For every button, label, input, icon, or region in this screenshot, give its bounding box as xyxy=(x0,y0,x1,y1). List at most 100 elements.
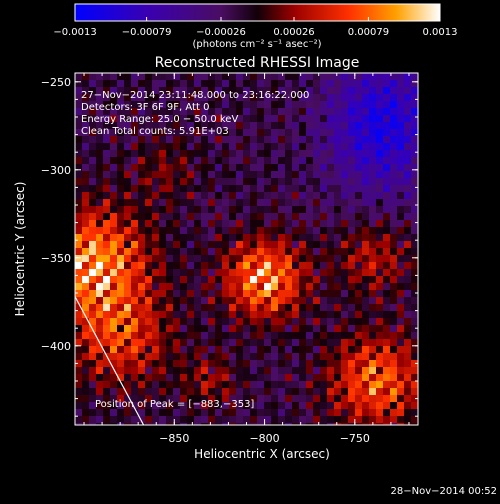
heatmap-cell xyxy=(96,388,103,395)
heatmap-cell xyxy=(180,374,187,381)
heatmap-cell xyxy=(215,311,222,318)
heatmap-cell xyxy=(299,360,306,367)
heatmap-cell xyxy=(229,164,236,171)
heatmap-cell xyxy=(327,129,334,136)
heatmap-cell xyxy=(138,332,145,339)
heatmap-cell xyxy=(306,122,313,129)
heatmap-cell xyxy=(222,332,229,339)
heatmap-cell xyxy=(166,290,173,297)
heatmap-cell xyxy=(250,171,257,178)
heatmap-cell xyxy=(278,402,285,409)
heatmap-cell xyxy=(278,241,285,248)
heatmap-cell xyxy=(369,178,376,185)
heatmap-cell xyxy=(292,423,299,430)
heatmap-cell xyxy=(173,311,180,318)
heatmap-cell xyxy=(145,276,152,283)
heatmap-cell xyxy=(250,255,257,262)
heatmap-cell xyxy=(341,206,348,213)
heatmap-cell xyxy=(138,409,145,416)
heatmap-cell xyxy=(362,318,369,325)
heatmap-cell xyxy=(110,248,117,255)
heatmap-cell xyxy=(320,213,327,220)
heatmap-cell xyxy=(362,283,369,290)
heatmap-cell xyxy=(187,353,194,360)
heatmap-cell xyxy=(222,136,229,143)
heatmap-cell xyxy=(341,220,348,227)
heatmap-cell xyxy=(348,262,355,269)
heatmap-cell xyxy=(145,311,152,318)
heatmap-cell xyxy=(348,241,355,248)
heatmap-cell xyxy=(320,80,327,87)
heatmap-cell xyxy=(376,122,383,129)
heatmap-cell xyxy=(264,143,271,150)
heatmap-cell xyxy=(96,381,103,388)
heatmap-cell xyxy=(348,367,355,374)
heatmap-cell xyxy=(341,108,348,115)
heatmap-cell xyxy=(229,136,236,143)
heatmap-cell xyxy=(320,402,327,409)
heatmap-cell xyxy=(236,409,243,416)
y-axis-title: Heliocentric Y (arcsec) xyxy=(13,182,27,317)
heatmap-cell xyxy=(306,241,313,248)
heatmap-cell xyxy=(299,80,306,87)
heatmap-cell xyxy=(348,213,355,220)
heatmap-cell xyxy=(313,332,320,339)
heatmap-cell xyxy=(313,283,320,290)
heatmap-cell xyxy=(117,290,124,297)
heatmap-cell xyxy=(327,318,334,325)
heatmap-cell xyxy=(194,374,201,381)
heatmap-cell xyxy=(96,227,103,234)
heatmap-cell xyxy=(110,304,117,311)
heatmap-cell xyxy=(201,374,208,381)
heatmap-cell xyxy=(397,367,404,374)
heatmap-cell xyxy=(271,304,278,311)
heatmap-cell xyxy=(103,136,110,143)
heatmap-cell xyxy=(138,255,145,262)
heatmap-cell xyxy=(82,213,89,220)
heatmap-cell xyxy=(390,304,397,311)
heatmap-cell xyxy=(145,234,152,241)
heatmap-cell xyxy=(96,220,103,227)
heatmap-cell xyxy=(271,339,278,346)
heatmap-cell xyxy=(383,150,390,157)
heatmap-cell xyxy=(180,241,187,248)
heatmap-cell xyxy=(292,283,299,290)
heatmap-cell xyxy=(138,353,145,360)
heatmap-cell xyxy=(376,192,383,199)
heatmap-cell xyxy=(404,388,411,395)
heatmap-cell xyxy=(138,423,145,430)
heatmap-cell xyxy=(369,80,376,87)
heatmap-cell xyxy=(131,192,138,199)
heatmap-cell xyxy=(383,171,390,178)
heatmap-cell xyxy=(306,346,313,353)
heatmap-cell xyxy=(411,409,418,416)
heatmap-cell xyxy=(369,346,376,353)
heatmap-cell xyxy=(187,276,194,283)
heatmap-cell xyxy=(103,276,110,283)
heatmap-cell xyxy=(96,360,103,367)
heatmap-cell xyxy=(362,395,369,402)
heatmap-cell xyxy=(376,248,383,255)
heatmap-cell xyxy=(194,199,201,206)
heatmap-cell xyxy=(369,283,376,290)
heatmap-cell xyxy=(271,297,278,304)
heatmap-cell xyxy=(208,416,215,423)
heatmap-cell xyxy=(397,395,404,402)
heatmap-cell xyxy=(243,297,250,304)
heatmap-cell xyxy=(341,122,348,129)
heatmap-cell xyxy=(180,304,187,311)
heatmap-cell xyxy=(271,416,278,423)
heatmap-cell xyxy=(313,150,320,157)
heatmap-cell xyxy=(327,241,334,248)
heatmap-cell xyxy=(250,353,257,360)
heatmap-cell xyxy=(285,297,292,304)
heatmap-cell xyxy=(250,290,257,297)
heatmap-cell xyxy=(243,129,250,136)
heatmap-cell xyxy=(334,220,341,227)
heatmap-cell xyxy=(145,416,152,423)
heatmap-cell xyxy=(383,192,390,199)
heatmap-cell xyxy=(362,339,369,346)
heatmap-cell xyxy=(327,143,334,150)
heatmap-cell xyxy=(117,206,124,213)
